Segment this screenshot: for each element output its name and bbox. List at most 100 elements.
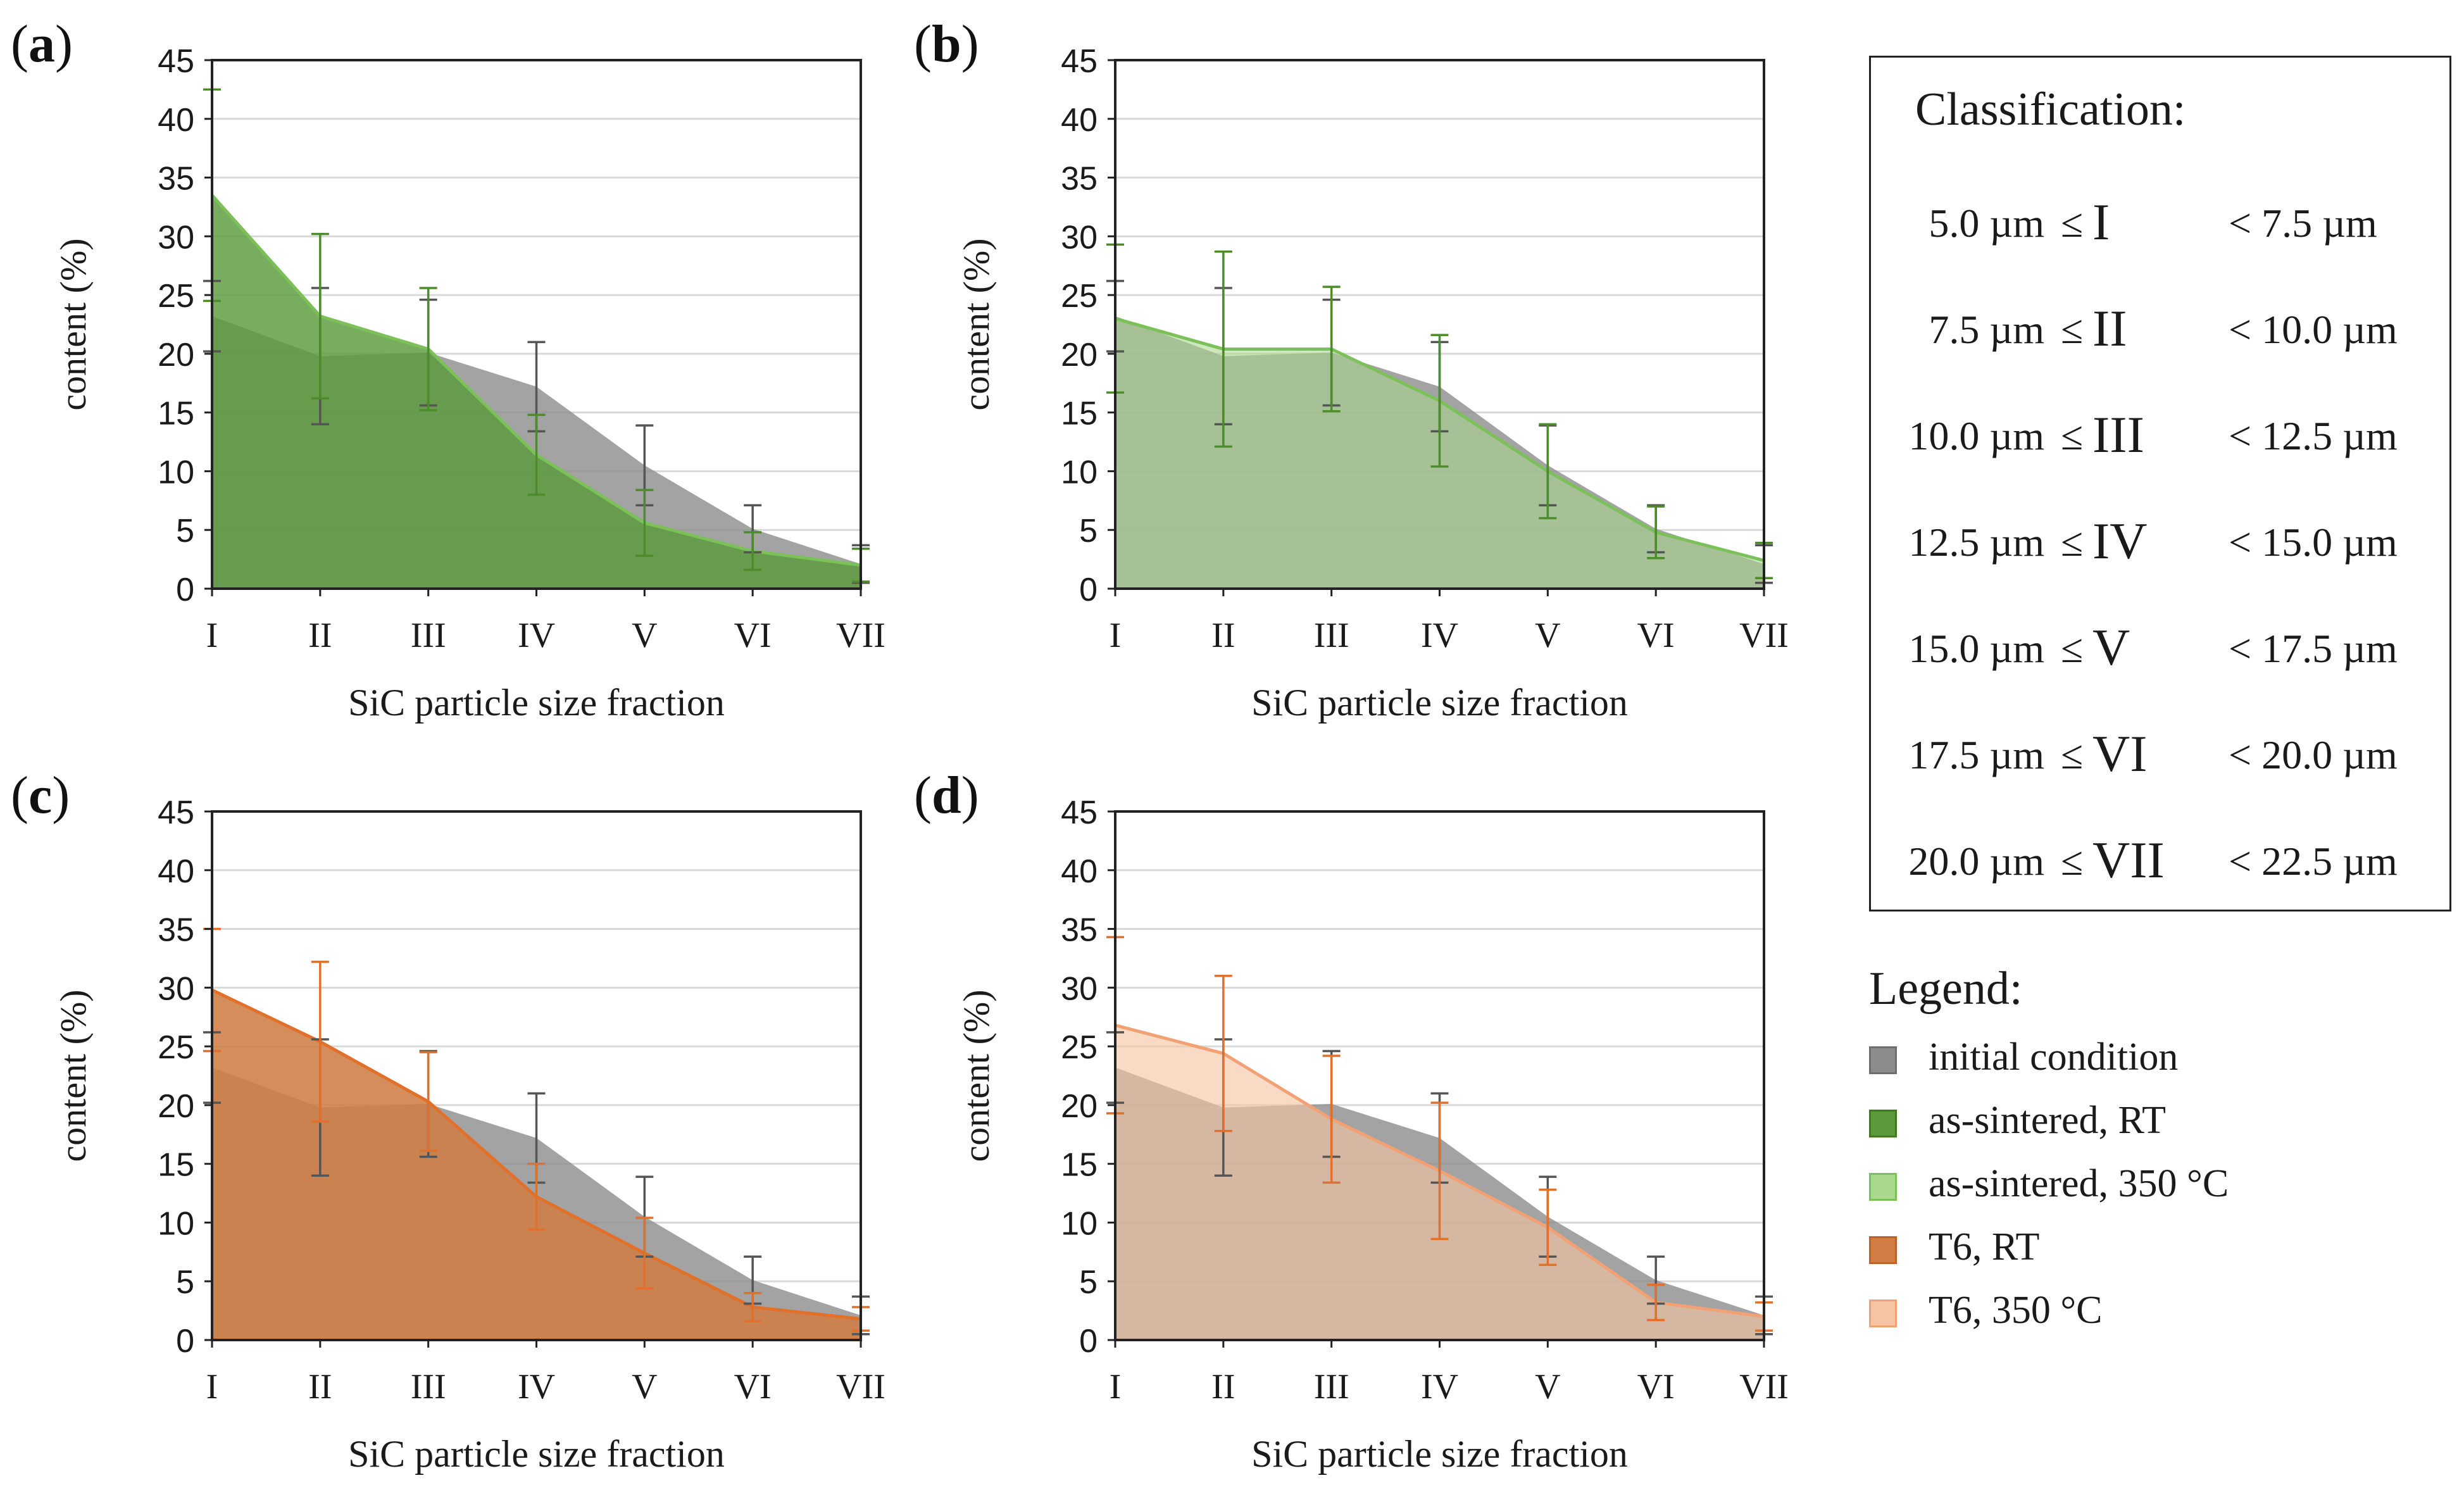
error-bar bbox=[1430, 1101, 1449, 1241]
y-axis-title: content (%) bbox=[956, 989, 997, 1162]
data-point-t6-rt bbox=[319, 1041, 322, 1043]
y-axis-title: content (%) bbox=[956, 238, 997, 410]
error-bar bbox=[744, 1292, 762, 1323]
classification-operator: ≤ bbox=[2061, 307, 2084, 352]
y-tick-label: 40 bbox=[158, 102, 194, 139]
area-t6-rt bbox=[212, 990, 861, 1340]
y-tick-label: 15 bbox=[1061, 396, 1098, 432]
y-axis-title: content (%) bbox=[53, 238, 94, 410]
panel-label: (a) bbox=[11, 15, 73, 73]
classification-class: II bbox=[2092, 299, 2127, 357]
data-point-as-sintered-rt bbox=[535, 453, 538, 456]
classification-row: 20.0 µm ≤ VII < 22.5 µm bbox=[1871, 831, 2449, 914]
error-bar bbox=[1539, 423, 1557, 520]
data-point-t6-rt bbox=[535, 1196, 538, 1198]
y-tick-label: 10 bbox=[1061, 1205, 1098, 1242]
classification-class: V bbox=[2092, 618, 2130, 676]
x-tick-label: VII bbox=[836, 616, 885, 655]
data-point-initial bbox=[1654, 1279, 1657, 1281]
error-bar bbox=[311, 960, 329, 1123]
x-tick-label: V bbox=[632, 1367, 657, 1406]
x-tick-label: VII bbox=[836, 1367, 885, 1406]
classification-upper-bound: < 15.0 µm bbox=[2229, 520, 2398, 565]
y-tick-label: 35 bbox=[158, 161, 194, 197]
legend-label: T6, RT bbox=[1929, 1225, 2040, 1268]
x-tick-label: V bbox=[1535, 616, 1560, 655]
x-tick-label: V bbox=[632, 616, 657, 655]
x-tick-label: VII bbox=[1739, 1367, 1789, 1406]
classification-lower-bound: 15.0 µm bbox=[1908, 626, 2044, 671]
classification-box: Classification: 5.0 µm ≤ I < 7.5 µm 7.5 µm ≤ I… bbox=[1869, 56, 2451, 911]
x-tick-label: I bbox=[1110, 616, 1122, 655]
classification-lower-bound: 17.5 µm bbox=[1908, 732, 2044, 777]
data-point-as-sintered-350 bbox=[1654, 531, 1657, 534]
y-tick-label: 45 bbox=[158, 794, 194, 831]
classification-row: 17.5 µm ≤ VI < 20.0 µm bbox=[1871, 725, 2449, 808]
y-tick-label: 25 bbox=[158, 278, 194, 315]
data-point-t6-350 bbox=[1439, 1170, 1441, 1172]
y-tick-label: 30 bbox=[1061, 219, 1098, 256]
error-bar bbox=[1214, 250, 1232, 448]
classification-operator: ≤ bbox=[2061, 839, 2084, 884]
classification-row: 15.0 µm ≤ V < 17.5 µm bbox=[1871, 618, 2449, 701]
legend-item: T6, RT bbox=[1869, 1218, 2451, 1282]
data-point-as-sintered-350 bbox=[1439, 399, 1441, 402]
x-tick-label: IV bbox=[518, 1367, 555, 1406]
x-tick-label: IV bbox=[518, 616, 555, 655]
classification-lower-bound: 12.5 µm bbox=[1908, 520, 2044, 565]
y-tick-label: 30 bbox=[1061, 970, 1098, 1007]
y-tick-label: 15 bbox=[158, 396, 194, 432]
classification-operator: ≤ bbox=[2061, 626, 2084, 671]
x-tick-label: II bbox=[308, 616, 332, 655]
classification-lower-bound: 5.0 µm bbox=[1929, 201, 2044, 246]
x-tick-label: II bbox=[1211, 616, 1235, 655]
legend: Legend: initial condition as-sintered, RT… bbox=[1869, 962, 2451, 1345]
error-bar bbox=[635, 489, 654, 557]
x-tick-label: VI bbox=[1637, 1367, 1675, 1406]
legend-item: initial condition bbox=[1869, 1029, 2451, 1092]
x-tick-label: I bbox=[206, 616, 218, 655]
error-bar bbox=[744, 531, 762, 572]
classification-class: VI bbox=[2092, 725, 2148, 782]
legend-swatch bbox=[1869, 1173, 1897, 1201]
y-tick-label: 0 bbox=[176, 572, 194, 608]
y-tick-label: 30 bbox=[158, 970, 194, 1007]
classification-operator: ≤ bbox=[2061, 201, 2084, 246]
y-tick-label: 25 bbox=[158, 1029, 194, 1066]
y-tick-label: 20 bbox=[1061, 337, 1098, 373]
x-tick-label: IV bbox=[1421, 616, 1458, 655]
legend-title: Legend: bbox=[1869, 963, 2023, 1015]
panel-label: (c) bbox=[11, 766, 70, 825]
y-tick-label: 40 bbox=[1061, 102, 1098, 139]
data-point-initial bbox=[535, 385, 538, 388]
classification-class: I bbox=[2092, 193, 2110, 251]
legend-item: T6, 350 °C bbox=[1869, 1282, 2451, 1345]
data-point-t6-350 bbox=[1222, 1052, 1225, 1055]
legend-swatch bbox=[1869, 1046, 1897, 1074]
classification-row: 12.5 µm ≤ IV < 15.0 µm bbox=[1871, 512, 2449, 595]
y-tick-label: 15 bbox=[1061, 1147, 1098, 1184]
x-tick-label: III bbox=[411, 616, 446, 655]
classification-upper-bound: < 12.5 µm bbox=[2229, 413, 2398, 458]
error-bar bbox=[1647, 1284, 1665, 1322]
x-tick-label: VI bbox=[734, 616, 772, 655]
classification-upper-bound: < 20.0 µm bbox=[2229, 732, 2398, 777]
classification-upper-bound: < 22.5 µm bbox=[2229, 839, 2398, 884]
y-tick-label: 5 bbox=[176, 1264, 194, 1301]
data-point-as-sintered-rt bbox=[427, 348, 430, 350]
error-bar bbox=[1322, 1055, 1341, 1184]
classification-row: 10.0 µm ≤ III < 12.5 µm bbox=[1871, 406, 2449, 489]
y-tick-label: 5 bbox=[1079, 1264, 1098, 1301]
legend-item: as-sintered, RT bbox=[1869, 1092, 2451, 1155]
y-tick-label: 5 bbox=[1079, 513, 1098, 549]
legend-swatch bbox=[1869, 1236, 1897, 1264]
legend-item: as-sintered, 350 °C bbox=[1869, 1155, 2451, 1218]
panel-label: (d) bbox=[914, 766, 979, 825]
y-tick-label: 20 bbox=[1061, 1088, 1098, 1125]
y-tick-label: 10 bbox=[1061, 454, 1098, 491]
x-axis-title: SiC particle size fraction bbox=[1251, 682, 1628, 723]
classification-lower-bound: 20.0 µm bbox=[1908, 839, 2044, 884]
data-point-as-sintered-350 bbox=[1222, 348, 1225, 350]
